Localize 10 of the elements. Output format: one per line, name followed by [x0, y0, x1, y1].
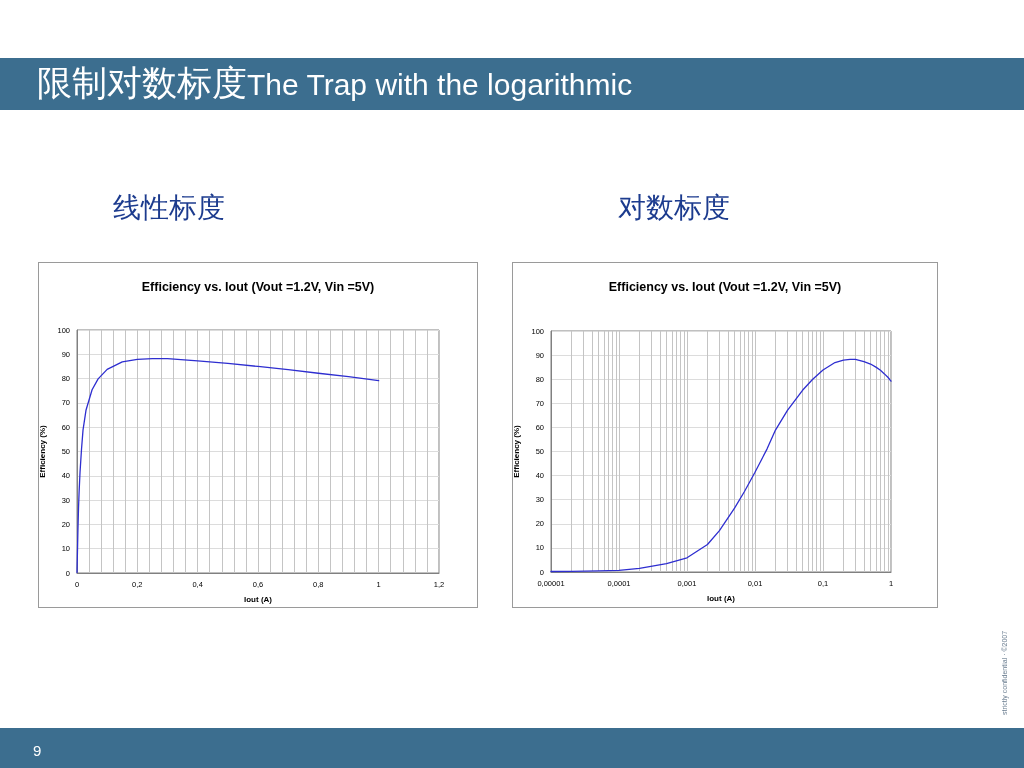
y-axis-title: Efficiency (%)	[38, 424, 48, 478]
y-axis-title: Efficiency (%)	[512, 424, 522, 478]
x-axis-title: Iout (A)	[707, 593, 736, 603]
chart-subtitle: 线性标度	[113, 191, 225, 225]
text: 限制对数标度The Trap with the logarithmic	[37, 63, 633, 102]
x-axis-title: Iout (A)	[244, 594, 273, 604]
text: 9	[33, 741, 42, 761]
chart-subtitle: 对数标度	[618, 191, 730, 225]
chart-title: Efficiency vs. Iout (Vout =1.2V, Vin =5V)	[141, 279, 375, 294]
chart-title: Efficiency vs. Iout (Vout =1.2V, Vin =5V)	[608, 279, 842, 294]
